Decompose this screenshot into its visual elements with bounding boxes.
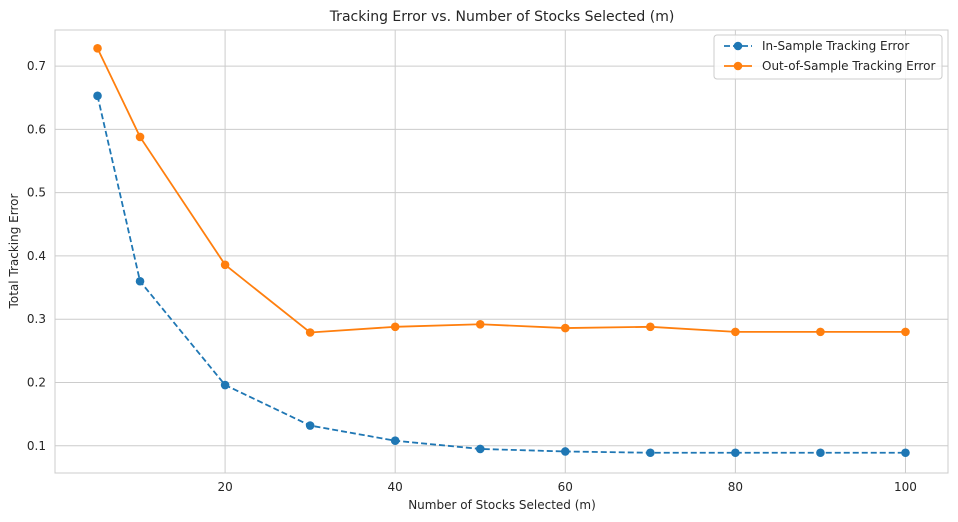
plot-frame xyxy=(54,29,949,474)
y-tick-label: 0.1 xyxy=(27,439,46,453)
data-point xyxy=(560,447,570,456)
data-point xyxy=(560,323,570,333)
y-axis-label: Total Tracking Error xyxy=(7,194,21,310)
data-point xyxy=(305,421,315,430)
x-axis-label: Number of Stocks Selected (m) xyxy=(408,498,596,512)
data-point xyxy=(135,132,145,142)
data-point xyxy=(305,328,315,337)
data-point xyxy=(731,327,740,337)
data-point xyxy=(475,319,485,329)
x-tick-label: 40 xyxy=(388,480,403,494)
chart-title: Tracking Error vs. Number of Stocks Sele… xyxy=(329,9,675,25)
data-point xyxy=(93,91,102,101)
data-point xyxy=(475,444,485,454)
legend-label-2: Out-of-Sample Tracking Error xyxy=(762,59,935,73)
legend-label-1: In-Sample Tracking Error xyxy=(762,39,909,53)
legend-marker-2 xyxy=(733,61,743,71)
x-tick-label: 80 xyxy=(728,480,743,494)
data-point xyxy=(646,448,655,458)
y-tick-label: 0.6 xyxy=(27,122,46,136)
x-tick-label: 100 xyxy=(894,480,917,494)
x-tick-label: 60 xyxy=(558,480,573,494)
legend: In-Sample Tracking Error Out-of-Sample Tr… xyxy=(713,34,943,80)
legend-frame xyxy=(713,34,943,80)
data-point xyxy=(646,322,655,332)
y-tick-label: 0.4 xyxy=(27,249,46,263)
data-point xyxy=(390,436,400,446)
legend-marker-1 xyxy=(733,41,743,51)
data-point xyxy=(731,448,740,458)
y-tick-label: 0.2 xyxy=(27,376,46,390)
y-tick-label: 0.3 xyxy=(27,312,46,326)
data-point xyxy=(901,448,910,458)
data-point xyxy=(135,276,145,286)
y-tick-label: 0.5 xyxy=(27,186,46,200)
data-point xyxy=(390,322,400,332)
plot-area: 20 40 60 80 100 0.1 0.2 0.3 0.4 0.5 0.6 0.7 xyxy=(27,29,949,494)
x-tick-label: 20 xyxy=(217,480,232,494)
data-point xyxy=(220,380,230,390)
data-point xyxy=(93,44,102,53)
y-tick-label: 0.7 xyxy=(27,59,46,73)
data-point xyxy=(220,260,230,270)
data-point xyxy=(816,448,825,458)
data-point xyxy=(901,327,910,337)
data-point xyxy=(816,327,825,337)
